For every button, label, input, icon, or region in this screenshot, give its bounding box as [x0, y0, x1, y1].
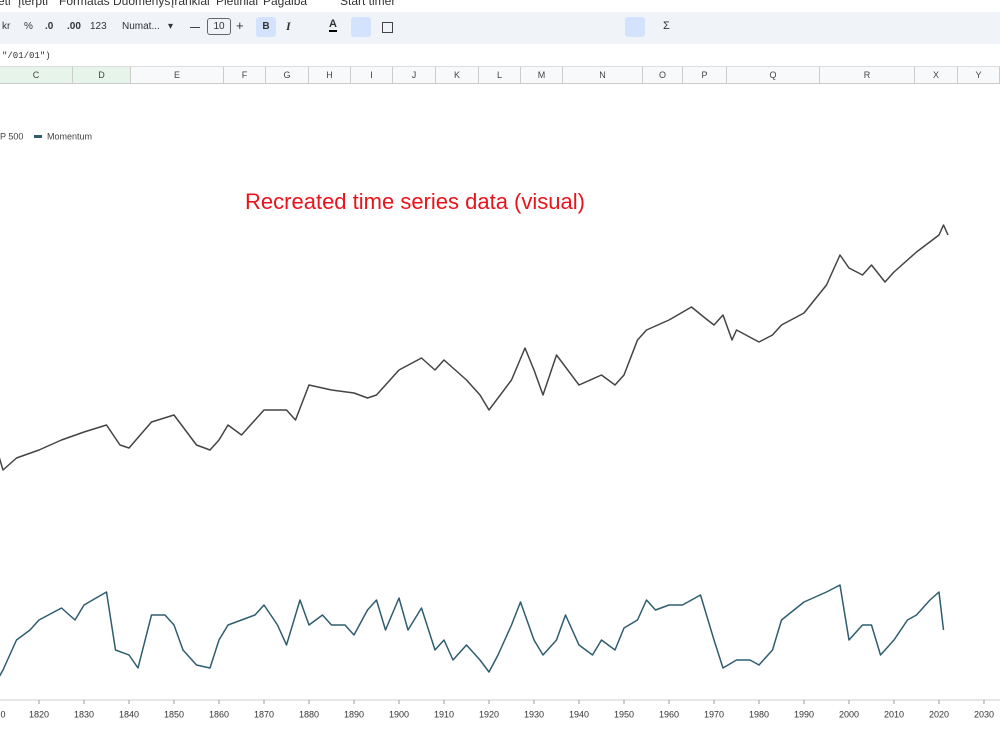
annotation: Recreated time series data (visual) — [245, 189, 585, 214]
menu-bar: eti Įterpti Formatas Duomenys Įrankiai P… — [0, 0, 1000, 10]
menu-item[interactable]: Duomenys — [113, 0, 171, 8]
column-header[interactable]: P — [683, 67, 727, 83]
filter-button[interactable] — [625, 17, 645, 37]
column-header[interactable]: M — [521, 67, 563, 83]
column-header[interactable]: I — [351, 67, 393, 83]
chart: Recreated time series data (visual) 0 182… — [0, 131, 1000, 719]
text-color-button[interactable]: A — [329, 18, 337, 32]
legend-label: P 500 — [0, 131, 23, 141]
font-select[interactable]: Numat... — [122, 21, 160, 32]
x-tick-label: 1960 — [659, 709, 679, 719]
series-line — [0, 584, 945, 677]
column-header[interactable]: Y — [958, 67, 1000, 83]
dropdown-arrow: ▾ — [168, 21, 174, 32]
column-header[interactable]: E — [131, 67, 224, 83]
x-tick-label: 1860 — [209, 709, 229, 719]
x-tick-label: 2010 — [884, 709, 904, 719]
x-tick-label: 1880 — [299, 709, 319, 719]
x-tick-label: 2000 — [839, 709, 859, 719]
x-tick-label: 1990 — [794, 709, 814, 719]
column-header[interactable]: L — [479, 67, 521, 83]
x-tick-label: 1980 — [749, 709, 769, 719]
column-header[interactable]: H — [309, 67, 351, 83]
x-tick-label: 1920 — [479, 709, 499, 719]
menu-item[interactable]: Įterpti — [18, 0, 49, 8]
percent-button[interactable]: % — [24, 21, 33, 32]
column-header[interactable]: J — [393, 67, 436, 83]
timer-button[interactable]: Start timer — [340, 0, 396, 8]
plus-icon[interactable]: + — [236, 18, 244, 33]
currency-button[interactable]: kr — [2, 21, 11, 32]
italic-button[interactable]: I — [286, 19, 291, 33]
column-headers: C D E F G H I J K L M N O P Q R X Y — [0, 67, 1000, 84]
borders-button[interactable] — [382, 22, 393, 33]
x-tick-label: 1940 — [569, 709, 589, 719]
column-header[interactable]: O — [643, 67, 683, 83]
formula-bar: "/01/01") — [0, 46, 1000, 67]
font-size[interactable]: 10 — [207, 18, 231, 35]
column-header[interactable]: R — [820, 67, 915, 83]
x-tick-label: 1890 — [344, 709, 364, 719]
x-tick-label: 2020 — [929, 709, 949, 719]
legend-label: Momentum — [47, 131, 92, 141]
menu-item[interactable]: eti — [0, 0, 11, 8]
column-header[interactable]: N — [563, 67, 643, 83]
fill-button[interactable] — [351, 17, 371, 37]
x-tick-label: 1870 — [254, 709, 274, 719]
column-header[interactable]: X — [915, 67, 958, 83]
decimal-decrease[interactable]: .0 — [45, 21, 54, 32]
x-tick-label: 1820 — [29, 709, 49, 719]
legend-marker — [34, 135, 42, 138]
column-header[interactable]: G — [266, 67, 309, 83]
toolbar: kr % .0 .00 123 Numat... ▾ 10 + B I A Σ — [0, 12, 1000, 44]
x-tick-label: 1910 — [434, 709, 454, 719]
menu-item[interactable]: Formatas — [59, 0, 110, 8]
x-tick-label: 0 — [0, 709, 5, 719]
column-header[interactable]: Q — [727, 67, 820, 83]
minus-icon[interactable] — [190, 27, 200, 28]
series-line — [0, 224, 949, 471]
x-tick-label: 1830 — [74, 709, 94, 719]
x-tick-label: 1850 — [164, 709, 184, 719]
format-button[interactable]: 123 — [90, 21, 107, 32]
formula-text[interactable]: "/01/01") — [2, 51, 51, 61]
functions-button[interactable]: Σ — [663, 20, 670, 32]
x-tick-label: 1930 — [524, 709, 544, 719]
x-tick-label: 1970 — [704, 709, 724, 719]
column-header[interactable]: F — [224, 67, 266, 83]
menu-item[interactable]: Pagalba — [263, 0, 308, 8]
bold-button[interactable]: B — [256, 17, 276, 37]
menu-item[interactable]: Plėtiniai — [216, 0, 259, 8]
decimal-increase[interactable]: .00 — [67, 21, 81, 32]
column-header[interactable]: C — [0, 67, 73, 83]
x-tick-label: 1950 — [614, 709, 634, 719]
x-tick-label: 2030 — [974, 709, 994, 719]
menu-item[interactable]: Įrankiai — [171, 0, 210, 8]
column-header[interactable]: K — [436, 67, 479, 83]
column-header[interactable]: D — [73, 67, 131, 83]
x-tick-label: 1900 — [389, 709, 409, 719]
x-tick-label: 1840 — [119, 709, 139, 719]
